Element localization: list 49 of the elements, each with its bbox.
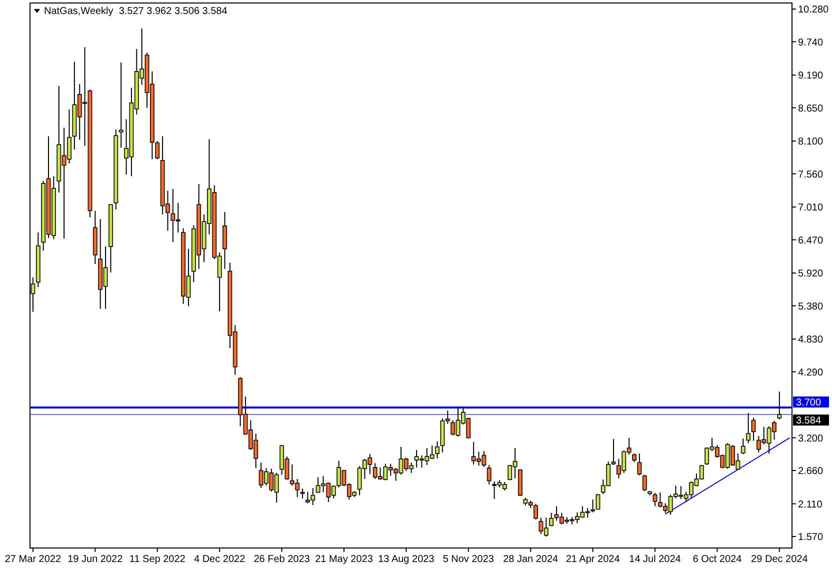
x-tick-label: 11 Sep 2022	[129, 554, 186, 565]
candlestick	[637, 453, 642, 476]
y-tick-label: 6.470	[798, 235, 824, 246]
y-tick-label: 2.110	[798, 499, 823, 510]
candlestick	[300, 488, 305, 499]
candlestick	[652, 492, 658, 507]
ref-line-label: 3.584	[796, 416, 822, 427]
x-tick-label: 21 Apr 2024	[566, 554, 620, 565]
candlestick	[222, 211, 227, 270]
candlestick	[590, 499, 595, 513]
y-tick-label: 9.740	[798, 37, 824, 48]
y-tick-label: 7.010	[798, 202, 824, 214]
x-tick-label: 14 Jul 2024	[629, 554, 682, 565]
x-tick-label: 6 Oct 2024	[692, 554, 742, 565]
candlestick	[740, 438, 746, 455]
y-tick-label: 8.100	[798, 136, 824, 148]
candlestick	[596, 494, 600, 510]
y-tick-label: 2.660	[798, 466, 824, 477]
y-tick-label: 5.920	[798, 268, 824, 280]
y-tick-label: 4.830	[798, 334, 824, 346]
candlestick	[549, 512, 554, 527]
x-tick-label: 26 Feb 2023	[254, 554, 310, 565]
candlestick	[155, 140, 160, 160]
candlestick	[751, 417, 756, 442]
ref-line-label: 3.700	[796, 398, 822, 409]
candlestick	[777, 391, 782, 420]
y-tick-label: 9.190	[798, 70, 824, 82]
x-tick-label: 29 Dec 2024	[751, 554, 808, 565]
x-tick-label: 19 Jun 2022	[68, 554, 124, 565]
y-tick-label: 5.380	[798, 301, 824, 312]
candlestick	[118, 62, 124, 148]
candlestick	[611, 438, 616, 466]
y-tick-label: 4.290	[798, 367, 824, 378]
x-tick-label: 21 May 2023	[315, 554, 374, 565]
y-tick-label: 8.650	[798, 103, 824, 114]
x-tick-label: 5 Nov 2023	[442, 554, 494, 565]
chart-title: NatGas,Weekly 3.527 3.962 3.506 3.584	[44, 6, 228, 17]
x-tick-label: 28 Jan 2024	[503, 554, 559, 565]
y-tick-label: 7.560	[798, 169, 824, 180]
candlestick	[435, 440, 440, 459]
candlestick	[486, 464, 492, 485]
y-tick-label: 1.570	[798, 532, 824, 543]
candlestick	[642, 474, 647, 492]
y-tick-label: 3.200	[798, 433, 824, 444]
y-tick-label: 10.280	[798, 4, 830, 16]
x-tick-label: 13 Aug 2023	[378, 554, 435, 565]
x-tick-label: 4 Dec 2022	[194, 554, 246, 565]
x-tick-label: 27 Mar 2022	[4, 554, 62, 565]
candlestick	[746, 412, 751, 444]
